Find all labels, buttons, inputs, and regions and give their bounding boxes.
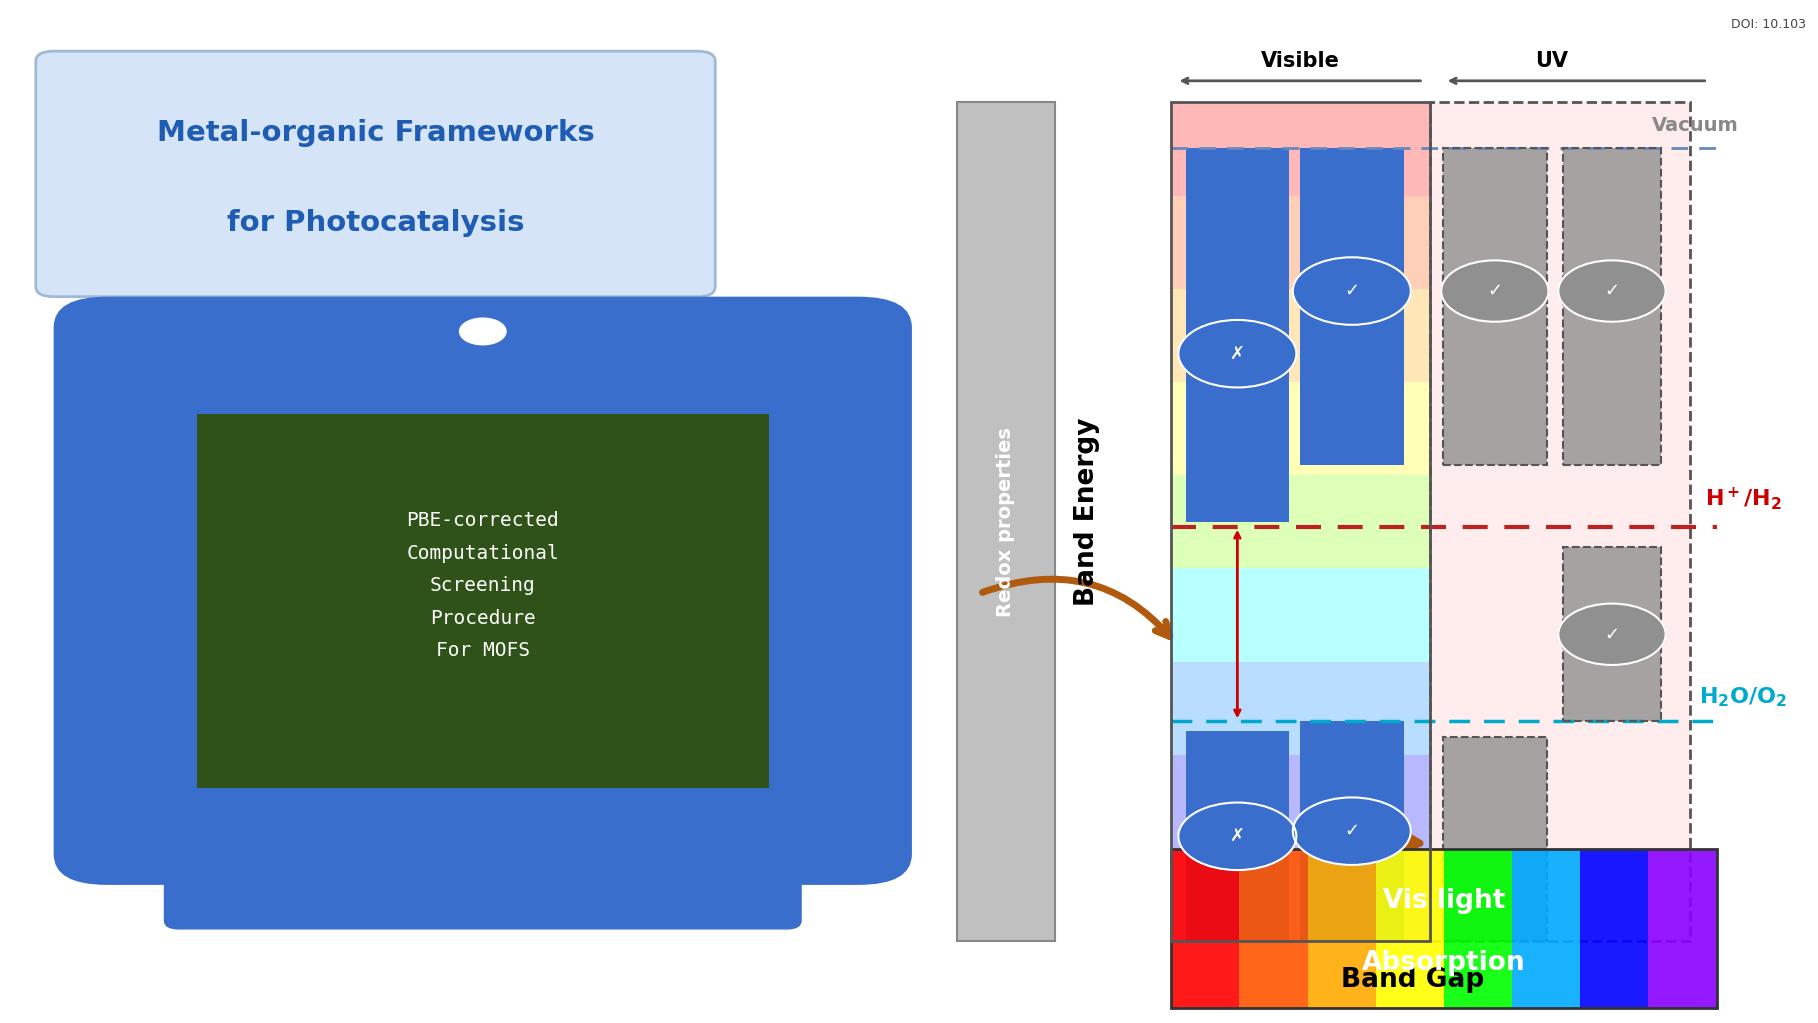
Bar [1376, 849, 1443, 1008]
Bar [1171, 755, 1431, 848]
Circle shape [460, 318, 505, 345]
Text: Redox properties: Redox properties [996, 427, 1014, 617]
Bar [1171, 849, 1716, 1008]
Bar [1443, 737, 1547, 941]
Bar [1185, 731, 1289, 941]
Circle shape [1558, 604, 1665, 665]
Text: PBE-corrected
Computational
Screening
Procedure
For MOFS: PBE-corrected Computational Screening Pr… [407, 512, 560, 660]
Text: Visible: Visible [1260, 51, 1340, 72]
Text: ✓: ✓ [1605, 282, 1620, 300]
Circle shape [1178, 320, 1296, 388]
Bar [1171, 475, 1431, 569]
Bar [1563, 148, 1662, 465]
Bar [1185, 148, 1289, 522]
Text: Metal-organic Frameworks: Metal-organic Frameworks [156, 120, 594, 147]
Bar [1171, 102, 1431, 941]
Text: Absorption: Absorption [1362, 950, 1525, 976]
Circle shape [1442, 260, 1549, 322]
Text: Vacuum: Vacuum [1653, 117, 1738, 135]
Bar [1443, 849, 1513, 1008]
Bar [1171, 195, 1431, 288]
Text: Band Gap: Band Gap [1342, 967, 1483, 993]
Text: $\mathbf{H^+/H_2}$: $\mathbf{H^+/H_2}$ [1705, 485, 1782, 512]
Text: ✓: ✓ [1605, 625, 1620, 643]
FancyBboxPatch shape [36, 51, 714, 297]
Bar [1171, 382, 1431, 475]
Bar [1443, 148, 1547, 465]
Bar [1563, 547, 1662, 721]
Text: for Photocatalysis: for Photocatalysis [227, 210, 524, 237]
Bar [1443, 148, 1547, 465]
Bar [1513, 849, 1580, 1008]
Bar [956, 102, 1054, 941]
Bar [1171, 288, 1431, 382]
Bar [1431, 102, 1689, 941]
Text: ✗: ✗ [1229, 828, 1245, 845]
Circle shape [1558, 260, 1665, 322]
Bar [196, 414, 769, 788]
Bar [1300, 148, 1403, 465]
Bar [1171, 848, 1431, 941]
Text: ✓: ✓ [1344, 822, 1360, 840]
Bar [1171, 849, 1240, 1008]
Bar [1563, 148, 1662, 465]
Circle shape [1293, 798, 1411, 865]
Circle shape [1178, 802, 1296, 870]
Text: ✓: ✓ [1487, 282, 1502, 300]
Text: $\mathbf{H_2O/O_2}$: $\mathbf{H_2O/O_2}$ [1700, 685, 1787, 710]
FancyBboxPatch shape [55, 297, 913, 885]
Bar [1171, 102, 1431, 195]
Bar [1563, 547, 1662, 721]
Bar [1300, 721, 1403, 941]
Text: UV: UV [1536, 51, 1569, 72]
Bar [1580, 849, 1649, 1008]
Text: Band Energy: Band Energy [1074, 417, 1100, 606]
Text: ✓: ✓ [1344, 282, 1360, 300]
Text: ✗: ✗ [1229, 345, 1245, 363]
Text: Vis light: Vis light [1383, 888, 1505, 915]
Bar [433, 829, 533, 875]
Bar [1240, 849, 1307, 1008]
Circle shape [1293, 257, 1411, 325]
FancyBboxPatch shape [164, 859, 802, 929]
Bar [1443, 737, 1547, 941]
Text: DOI: 10.103: DOI: 10.103 [1731, 18, 1805, 31]
Bar [1431, 102, 1689, 941]
Bar [1649, 849, 1716, 1008]
Bar [1171, 569, 1431, 662]
Bar [1307, 849, 1376, 1008]
Bar [1171, 662, 1431, 755]
